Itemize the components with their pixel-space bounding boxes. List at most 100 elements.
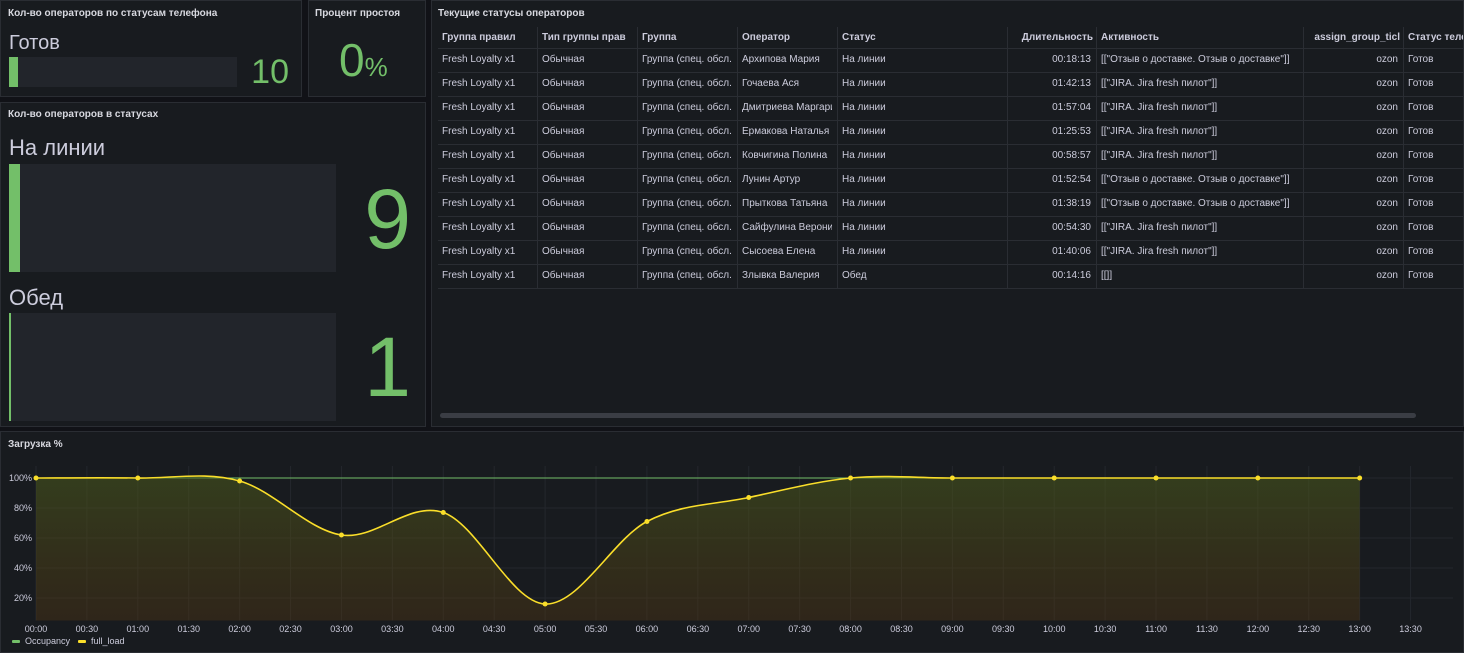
x-tick-label: 12:00 bbox=[1247, 624, 1270, 634]
table-cell: [["JIRA. Jira fresh пилот"]] bbox=[1101, 102, 1218, 113]
y-tick-label: 20% bbox=[14, 593, 32, 603]
table-cell: На линии bbox=[842, 150, 886, 161]
stat-unit: % bbox=[364, 52, 388, 82]
point bbox=[135, 475, 141, 481]
table-cell: На линии bbox=[842, 78, 886, 89]
x-tick-label: 02:00 bbox=[228, 624, 251, 634]
column-header[interactable]: Тип группы прав bbox=[542, 32, 626, 43]
point bbox=[1051, 475, 1057, 481]
table-cell: Готов bbox=[1408, 222, 1434, 233]
scrollbar[interactable] bbox=[440, 413, 1416, 418]
table-cell: Группа (спец. обсл.) bbox=[642, 270, 732, 281]
x-tick-label: 04:30 bbox=[483, 624, 506, 634]
table-cell: На линии bbox=[842, 54, 886, 65]
table-cell: Группа (спец. обсл.) bbox=[642, 246, 732, 257]
x-tick-label: 00:30 bbox=[76, 624, 99, 634]
table-cell: 00:54:30 bbox=[1052, 222, 1091, 233]
chart: 20% 40% 60% 80% 100% 00:00 00:30 01:00 01:30 02:0… bbox=[9, 466, 1453, 646]
gauge-bg bbox=[9, 57, 237, 87]
table-cell: Готов bbox=[1408, 102, 1434, 113]
column-header[interactable]: Статус теле bbox=[1408, 32, 1464, 43]
y-tick-label: 40% bbox=[14, 563, 32, 573]
legend-swatch bbox=[12, 640, 20, 643]
x-tick-label: 00:00 bbox=[25, 624, 48, 634]
point bbox=[949, 475, 955, 481]
table-cell: Гочаева Ася bbox=[742, 78, 800, 89]
point bbox=[542, 601, 548, 607]
row-line bbox=[438, 288, 1463, 289]
x-tick-label: 12:30 bbox=[1297, 624, 1320, 634]
x-tick-label: 07:30 bbox=[788, 624, 811, 634]
gauge-bg bbox=[9, 164, 336, 272]
x-tick-label: 05:30 bbox=[585, 624, 608, 634]
table-cell: Обычная bbox=[542, 198, 585, 209]
y-tick-label: 80% bbox=[14, 503, 32, 513]
gauge-bar bbox=[9, 57, 18, 87]
table-cell: 01:38:19 bbox=[1052, 198, 1091, 209]
panel-title: Процент простоя bbox=[315, 8, 401, 19]
column-separator bbox=[837, 27, 838, 289]
point bbox=[33, 475, 39, 481]
column-header[interactable]: assign_group_ticl bbox=[1314, 32, 1400, 43]
column-header[interactable]: Группа правил bbox=[442, 32, 516, 43]
panel-table: Текущие статусы операторов Группа правил… bbox=[431, 0, 1464, 427]
table-cell: Сысоева Елена bbox=[742, 246, 816, 257]
table-cell: Fresh Loyalty x1 bbox=[442, 150, 516, 161]
table-cell: Архипова Мария bbox=[742, 54, 820, 65]
panel-title: Кол-во операторов в статусах bbox=[8, 109, 159, 120]
row-line bbox=[438, 192, 1463, 193]
column-header[interactable]: Активность bbox=[1101, 32, 1160, 43]
column-header[interactable]: Оператор bbox=[742, 32, 791, 43]
x-tick-label: 11:00 bbox=[1145, 624, 1167, 634]
legend-label[interactable]: full_load bbox=[91, 636, 125, 646]
table-cell: Fresh Loyalty x1 bbox=[442, 198, 516, 209]
table-cell: Обычная bbox=[542, 126, 585, 137]
column-separator bbox=[1007, 27, 1008, 289]
table-cell: 00:18:13 bbox=[1052, 54, 1091, 65]
column-header[interactable]: Статус bbox=[842, 32, 876, 43]
column-separator bbox=[737, 27, 738, 289]
table-cell: ozon bbox=[1376, 54, 1398, 65]
stat-value: 9 bbox=[364, 172, 411, 266]
table-cell: ozon bbox=[1376, 126, 1398, 137]
gauge-bg bbox=[9, 313, 336, 421]
legend-label[interactable]: Occupancy bbox=[25, 636, 71, 646]
table-cell: Fresh Loyalty x1 bbox=[442, 270, 516, 281]
y-tick-label: 60% bbox=[14, 533, 32, 543]
table-cell: Fresh Loyalty x1 bbox=[442, 102, 516, 113]
table-cell: [["JIRA. Jira fresh пилот"]] bbox=[1101, 126, 1218, 137]
stat-label: Готов bbox=[9, 32, 60, 54]
row-line bbox=[438, 96, 1463, 97]
x-tick-label: 06:00 bbox=[636, 624, 659, 634]
point bbox=[440, 510, 446, 515]
table-cell: Готов bbox=[1408, 174, 1434, 185]
gauge-bar bbox=[9, 164, 20, 272]
x-tick-label: 05:00 bbox=[534, 624, 557, 634]
panel-title: Кол-во операторов по статусам телефона bbox=[8, 8, 218, 19]
table-cell: Группа (спец. обсл.) bbox=[642, 102, 732, 113]
table-cell: [["Отзыв о доставке. Отзыв о доставке"]] bbox=[1101, 198, 1290, 209]
column-separator bbox=[1096, 27, 1097, 289]
row-line bbox=[438, 264, 1463, 265]
table-cell: Обычная bbox=[542, 246, 585, 257]
row-line bbox=[438, 72, 1463, 73]
table-cell: На линии bbox=[842, 102, 886, 113]
column-separator bbox=[537, 27, 538, 289]
header-line bbox=[438, 48, 1463, 49]
table-cell: [["Отзыв о доставке. Отзыв о доставке"]] bbox=[1101, 54, 1290, 65]
table-cell: [["JIRA. Jira fresh пилот"]] bbox=[1101, 150, 1218, 161]
table-cell: 01:52:54 bbox=[1052, 174, 1091, 185]
table-cell: ozon bbox=[1376, 78, 1398, 89]
column-header[interactable]: Группа bbox=[642, 32, 677, 43]
column-header[interactable]: Длительность bbox=[1021, 32, 1093, 43]
table-cell: [["Отзыв о доставке. Отзыв о доставке"]] bbox=[1101, 174, 1290, 185]
table-cell: ozon bbox=[1376, 102, 1398, 113]
table-cell: Группа (спец. обсл.) bbox=[642, 54, 732, 65]
table-cell: ozon bbox=[1376, 150, 1398, 161]
table-cell: Обычная bbox=[542, 222, 585, 233]
x-tick-label: 09:30 bbox=[992, 624, 1015, 634]
table-cell: Fresh Loyalty x1 bbox=[442, 174, 516, 185]
legend-swatch bbox=[78, 640, 86, 643]
panel-title: Загрузка % bbox=[8, 439, 63, 450]
